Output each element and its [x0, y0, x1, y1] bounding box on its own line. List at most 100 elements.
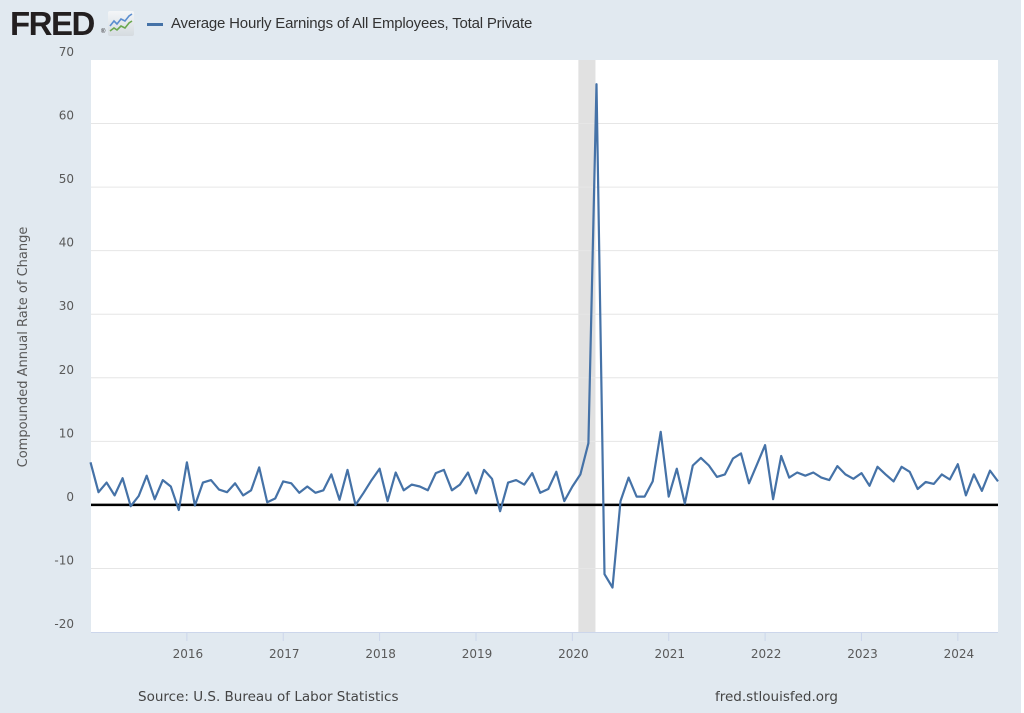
data-point[interactable] [915, 487, 920, 492]
data-point[interactable] [779, 453, 784, 458]
fred-logo[interactable]: FRED [10, 5, 95, 42]
data-point[interactable] [682, 501, 687, 506]
data-point[interactable] [530, 471, 535, 476]
data-point[interactable] [819, 475, 824, 480]
data-point[interactable] [176, 507, 181, 512]
data-point[interactable] [490, 476, 495, 481]
data-point[interactable] [305, 484, 310, 489]
data-point[interactable] [88, 460, 93, 465]
data-point[interactable] [136, 493, 141, 498]
data-point[interactable] [722, 472, 727, 477]
data-point[interactable] [249, 488, 254, 493]
data-point[interactable] [955, 462, 960, 467]
data-point[interactable] [674, 466, 679, 471]
data-point[interactable] [449, 488, 454, 493]
data-point[interactable] [851, 476, 856, 481]
data-point[interactable] [144, 473, 149, 478]
data-point[interactable] [498, 509, 503, 514]
data-point[interactable] [465, 470, 470, 475]
data-point[interactable] [979, 488, 984, 493]
data-point[interactable] [506, 480, 511, 485]
data-point[interactable] [200, 480, 205, 485]
legend-series-label[interactable]: Average Hourly Earnings of All Employees… [171, 15, 533, 32]
data-point[interactable] [891, 479, 896, 484]
data-point[interactable] [570, 484, 575, 489]
data-point[interactable] [96, 490, 101, 495]
data-point[interactable] [337, 497, 342, 502]
data-point[interactable] [618, 499, 623, 504]
data-point[interactable] [642, 494, 647, 499]
data-point[interactable] [827, 478, 832, 483]
data-point[interactable] [313, 490, 318, 495]
data-point[interactable] [233, 481, 238, 486]
data-point[interactable] [112, 493, 117, 498]
data-point[interactable] [353, 502, 358, 507]
data-point[interactable] [763, 443, 768, 448]
data-point[interactable] [321, 488, 326, 493]
data-point[interactable] [963, 493, 968, 498]
data-point[interactable] [225, 490, 230, 495]
data-point[interactable] [578, 472, 583, 477]
data-point[interactable] [417, 484, 422, 489]
data-point[interactable] [441, 467, 446, 472]
data-point[interactable] [923, 480, 928, 485]
data-point[interactable] [931, 481, 936, 486]
data-point[interactable] [706, 463, 711, 468]
data-point[interactable] [482, 467, 487, 472]
series-line[interactable] [89, 83, 999, 589]
data-point[interactable] [634, 494, 639, 499]
data-point[interactable] [883, 472, 888, 477]
data-point[interactable] [409, 482, 414, 487]
data-point[interactable] [281, 479, 286, 484]
data-point[interactable] [425, 488, 430, 493]
data-point[interactable] [971, 472, 976, 477]
data-point[interactable] [554, 469, 559, 474]
data-point[interactable] [658, 429, 663, 434]
data-point[interactable] [755, 462, 760, 467]
data-point[interactable] [714, 474, 719, 479]
data-point[interactable] [586, 441, 591, 446]
data-point[interactable] [859, 471, 864, 476]
data-point[interactable] [875, 464, 880, 469]
data-point[interactable] [128, 504, 133, 509]
data-point[interactable] [546, 487, 551, 492]
data-point[interactable] [184, 460, 189, 465]
data-point[interactable] [803, 473, 808, 478]
data-point[interactable] [947, 477, 952, 482]
data-point[interactable] [522, 482, 527, 487]
site-link[interactable]: fred.stlouisfed.org [715, 689, 838, 705]
data-point[interactable] [192, 503, 197, 508]
data-point[interactable] [666, 494, 671, 499]
data-point[interactable] [369, 478, 374, 483]
data-point[interactable] [289, 481, 294, 486]
data-point[interactable] [899, 464, 904, 469]
data-point[interactable] [361, 490, 366, 495]
data-point[interactable] [257, 465, 262, 470]
data-point[interactable] [562, 499, 567, 504]
data-point[interactable] [739, 451, 744, 456]
data-point[interactable] [690, 463, 695, 468]
data-point[interactable] [594, 82, 599, 87]
data-point[interactable] [345, 467, 350, 472]
data-point[interactable] [385, 499, 390, 504]
data-point[interactable] [843, 472, 848, 477]
data-point[interactable] [329, 472, 334, 477]
data-point[interactable] [650, 479, 655, 484]
data-point[interactable] [168, 484, 173, 489]
data-point[interactable] [602, 572, 607, 577]
data-point[interactable] [747, 481, 752, 486]
data-point[interactable] [120, 476, 125, 481]
data-point[interactable] [996, 479, 1001, 484]
data-point[interactable] [698, 455, 703, 460]
data-point[interactable] [216, 487, 221, 492]
data-point[interactable] [152, 497, 157, 502]
data-point[interactable] [265, 500, 270, 505]
data-point[interactable] [626, 475, 631, 480]
data-point[interactable] [104, 480, 109, 485]
data-point[interactable] [393, 470, 398, 475]
data-point[interactable] [538, 490, 543, 495]
data-point[interactable] [241, 493, 246, 498]
data-point[interactable] [208, 478, 213, 483]
data-point[interactable] [514, 478, 519, 483]
data-point[interactable] [377, 466, 382, 471]
